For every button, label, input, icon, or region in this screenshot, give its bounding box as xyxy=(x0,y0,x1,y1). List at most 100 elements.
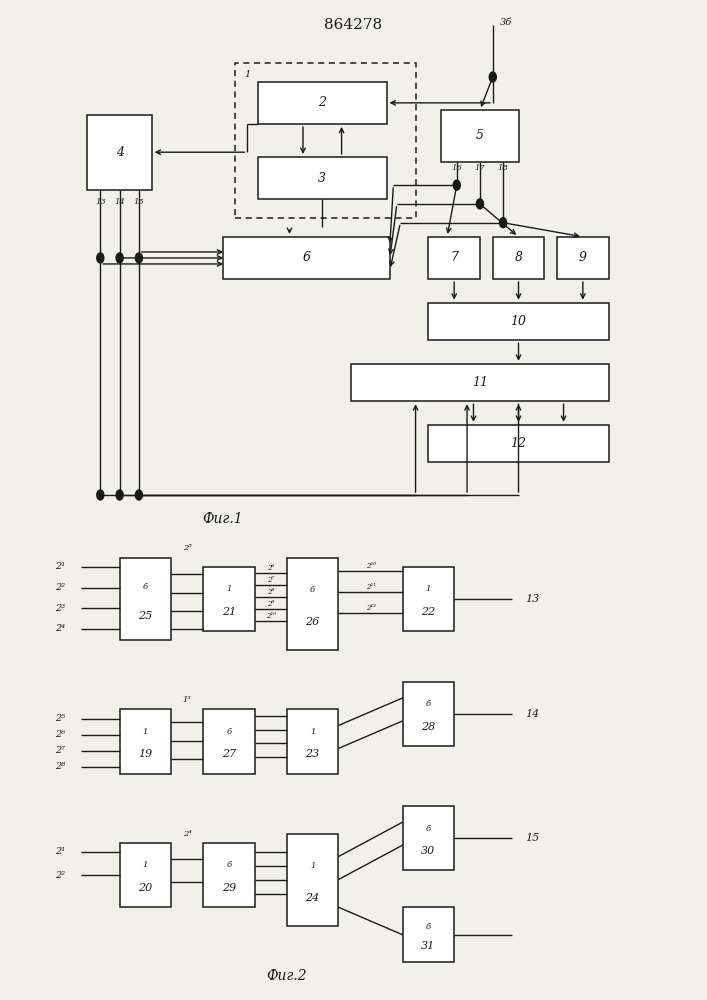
Bar xyxy=(403,567,454,631)
Text: 2⁴: 2⁴ xyxy=(183,830,192,838)
Text: 2¹⁰: 2¹⁰ xyxy=(366,562,375,570)
Text: б: б xyxy=(426,700,431,708)
Bar xyxy=(235,63,416,218)
Text: 10: 10 xyxy=(510,315,527,328)
Text: 2¹¹: 2¹¹ xyxy=(366,583,375,591)
Circle shape xyxy=(116,490,123,500)
Text: 8: 8 xyxy=(515,251,522,264)
Text: 15: 15 xyxy=(134,198,144,206)
Text: 19: 19 xyxy=(139,749,153,759)
Circle shape xyxy=(136,253,143,263)
Text: 2: 2 xyxy=(318,96,327,109)
Text: 13: 13 xyxy=(525,594,539,604)
Text: 2⁶: 2⁶ xyxy=(55,730,66,739)
Text: 2⁷: 2⁷ xyxy=(267,576,274,584)
Text: 1: 1 xyxy=(310,862,315,870)
Text: 6: 6 xyxy=(302,251,310,264)
Text: 24: 24 xyxy=(305,893,320,903)
Text: 28: 28 xyxy=(421,722,436,732)
Bar xyxy=(403,907,454,962)
Text: б: б xyxy=(226,728,232,736)
Bar xyxy=(441,110,518,162)
Text: 2⁹: 2⁹ xyxy=(267,600,274,608)
Text: 2⁸: 2⁸ xyxy=(55,762,66,771)
Bar xyxy=(287,834,339,926)
Text: 1: 1 xyxy=(143,861,148,869)
Circle shape xyxy=(136,490,143,500)
Text: б: б xyxy=(310,586,315,594)
Bar xyxy=(88,115,152,190)
Bar xyxy=(428,237,480,279)
Text: 16: 16 xyxy=(451,164,462,172)
Text: 30: 30 xyxy=(421,846,436,856)
Text: 26: 26 xyxy=(305,617,320,627)
Circle shape xyxy=(477,199,484,209)
Text: 3: 3 xyxy=(318,172,327,185)
Text: 5: 5 xyxy=(476,129,484,142)
Text: 2²: 2² xyxy=(55,870,66,880)
Text: 22: 22 xyxy=(421,607,436,617)
Text: 2²: 2² xyxy=(55,583,66,592)
Text: 14: 14 xyxy=(115,198,125,206)
Text: 2³: 2³ xyxy=(55,604,66,613)
Bar xyxy=(403,682,454,746)
Text: 1: 1 xyxy=(143,728,148,736)
Circle shape xyxy=(489,72,496,82)
Text: 4: 4 xyxy=(116,146,124,159)
Text: 25: 25 xyxy=(139,611,153,621)
Text: Фиг.2: Фиг.2 xyxy=(267,969,308,983)
Text: б: б xyxy=(143,583,148,591)
Bar xyxy=(403,806,454,870)
Text: 21: 21 xyxy=(222,607,236,617)
Bar xyxy=(351,364,609,401)
Text: 18: 18 xyxy=(498,164,508,172)
Circle shape xyxy=(453,180,460,190)
Text: 2¹: 2¹ xyxy=(55,562,66,571)
Bar xyxy=(258,82,387,124)
Text: б: б xyxy=(426,825,431,833)
Bar xyxy=(204,843,255,907)
Text: 29: 29 xyxy=(222,883,236,893)
Text: 2¹²: 2¹² xyxy=(366,604,375,612)
Text: 2¹: 2¹ xyxy=(55,847,66,856)
Text: б: б xyxy=(426,923,431,931)
Circle shape xyxy=(97,253,104,263)
Bar xyxy=(223,237,390,279)
Text: 2⁶: 2⁶ xyxy=(267,564,274,572)
Text: б: б xyxy=(226,861,232,869)
Text: 23: 23 xyxy=(305,749,320,759)
Bar xyxy=(428,303,609,340)
Text: 11: 11 xyxy=(472,376,488,389)
Text: 13: 13 xyxy=(95,198,106,206)
Text: 27: 27 xyxy=(222,749,236,759)
Text: 1³: 1³ xyxy=(183,696,192,704)
Text: 2¹⁰: 2¹⁰ xyxy=(266,612,276,620)
Text: 14: 14 xyxy=(525,709,539,719)
Text: 7: 7 xyxy=(450,251,458,264)
Bar xyxy=(493,237,544,279)
Text: 15: 15 xyxy=(525,833,539,843)
Text: 2⁵: 2⁵ xyxy=(55,714,66,723)
Text: 17: 17 xyxy=(474,164,485,172)
Circle shape xyxy=(116,253,123,263)
Text: 2⁵: 2⁵ xyxy=(183,544,192,552)
Bar xyxy=(204,709,255,774)
Text: 9: 9 xyxy=(579,251,587,264)
Bar xyxy=(204,567,255,631)
Text: 20: 20 xyxy=(139,883,153,893)
Circle shape xyxy=(97,490,104,500)
Text: 864278: 864278 xyxy=(325,18,382,32)
Bar xyxy=(287,558,339,650)
Text: 1: 1 xyxy=(426,585,431,593)
Text: 31: 31 xyxy=(421,941,436,951)
Text: Фиг.1: Фиг.1 xyxy=(202,512,243,526)
Text: 2⁸: 2⁸ xyxy=(267,588,274,596)
Bar xyxy=(557,237,609,279)
Bar xyxy=(119,558,171,640)
Text: 1: 1 xyxy=(244,70,250,79)
Text: 3б: 3б xyxy=(500,18,512,27)
Text: 1: 1 xyxy=(310,728,315,736)
Circle shape xyxy=(500,218,507,228)
Bar xyxy=(119,709,171,774)
Bar xyxy=(287,709,339,774)
